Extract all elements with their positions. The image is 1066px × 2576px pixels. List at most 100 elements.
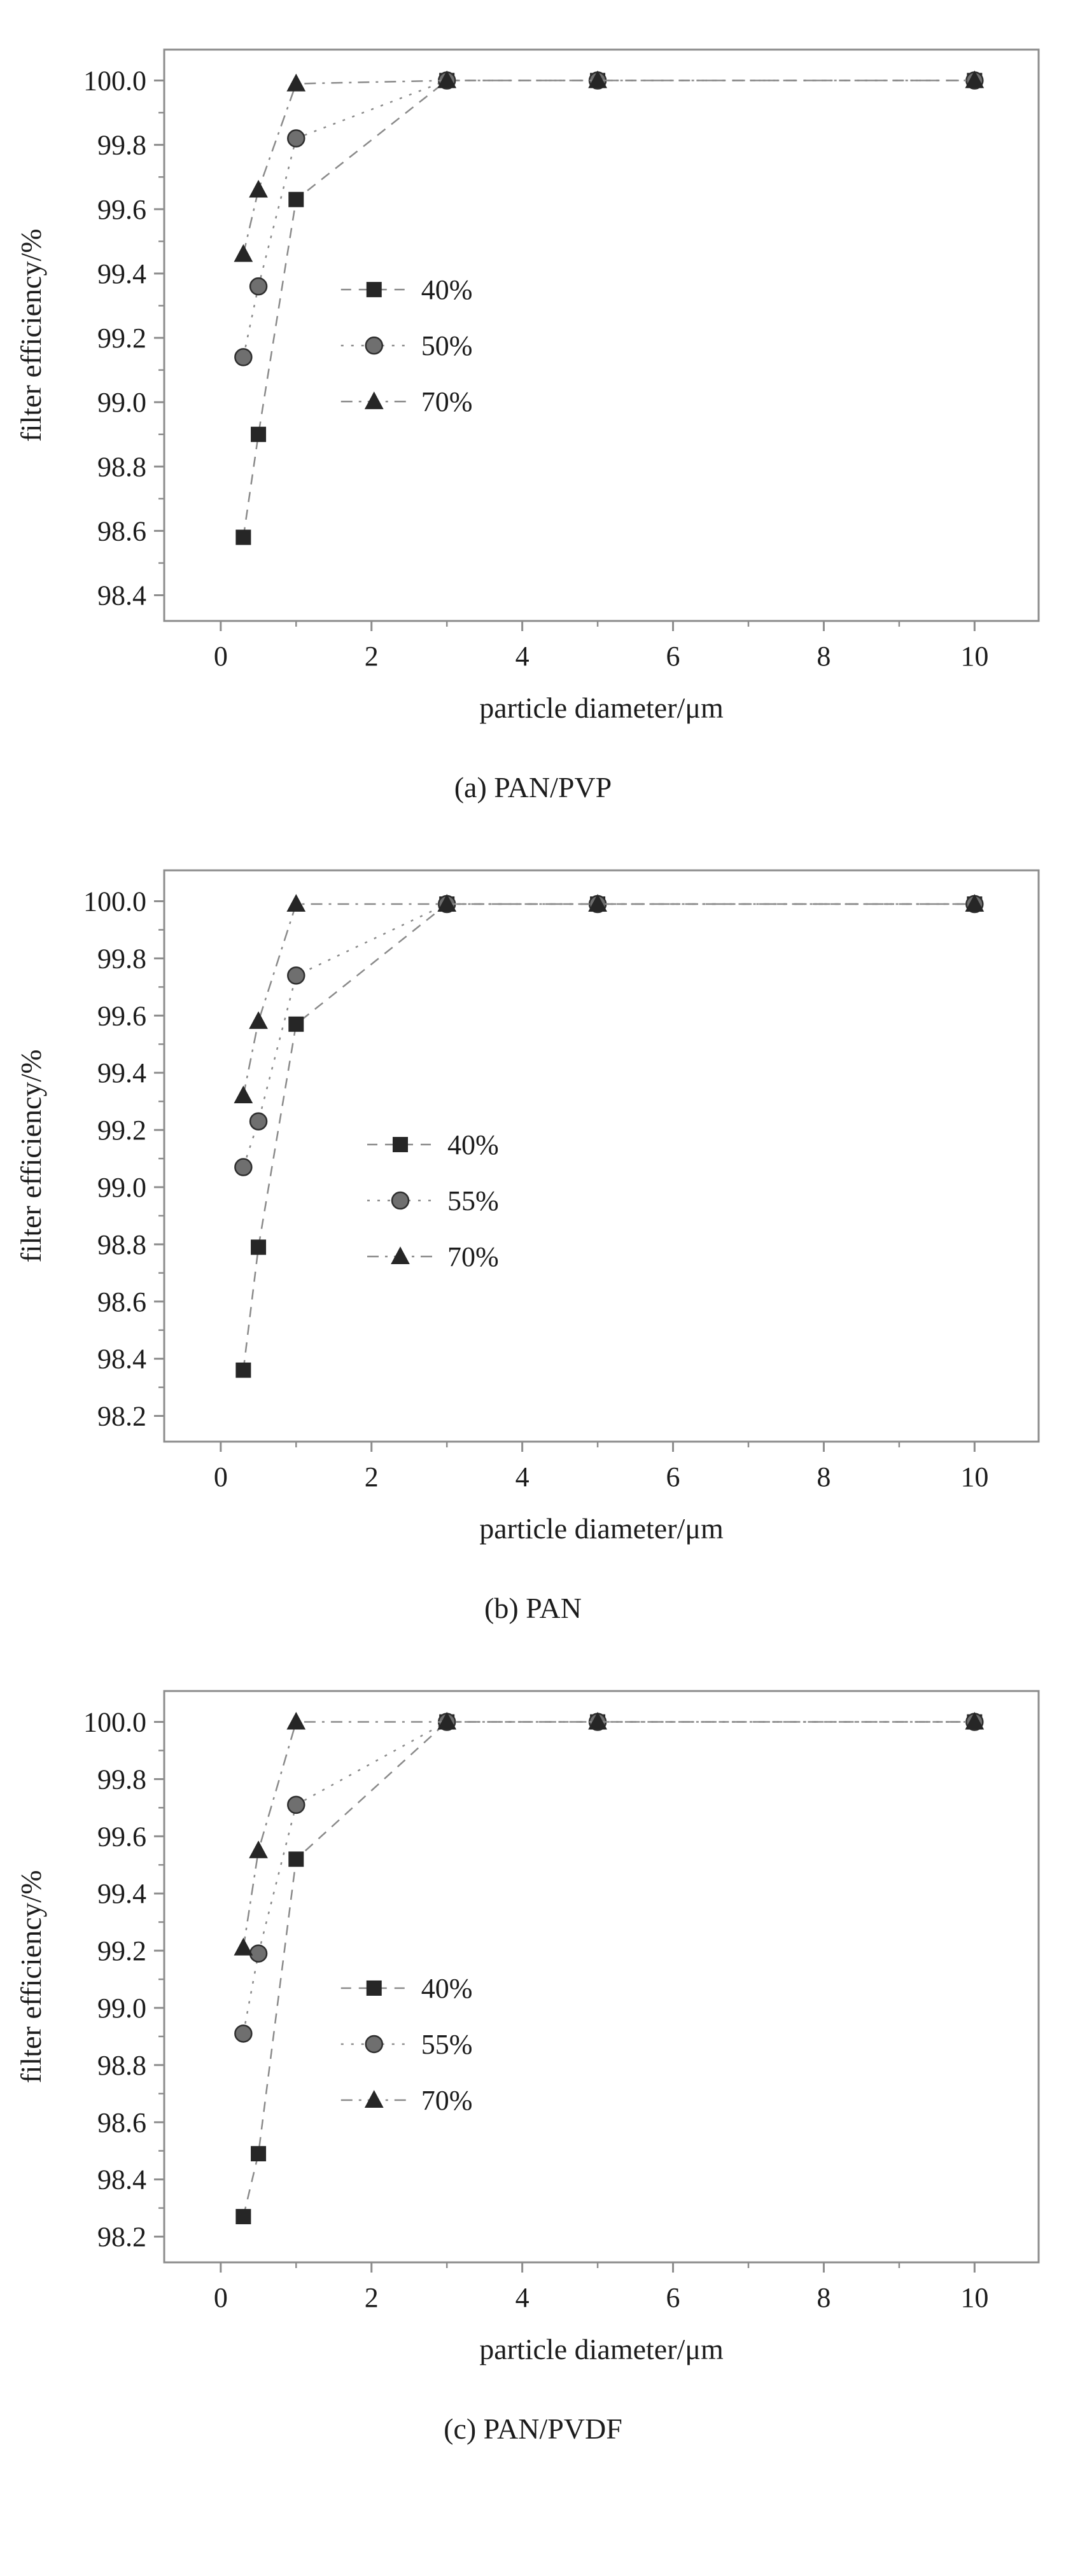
circle-marker [234,1158,253,1176]
y-tick-label: 98.4 [97,580,146,611]
y-tick-label: 98.2 [97,2222,146,2253]
x-tick-label: 8 [817,641,831,672]
x-tick-label: 4 [515,2282,529,2313]
legend-square-marker [366,1980,382,1996]
x-tick-label: 6 [666,641,680,672]
y-tick-label: 99.8 [97,130,146,161]
triangle-marker [286,1711,306,1730]
y-tick-label: 99.6 [97,1821,146,1852]
circle-marker [234,2024,253,2043]
series-line-70% [242,903,975,1096]
x-tick-label: 4 [515,641,529,672]
series-line-55% [242,903,975,1167]
triangle-marker [234,244,253,262]
series-line-55% [242,1721,975,2034]
x-tick-label: 2 [365,1461,379,1493]
plot-frame [163,1690,1040,2264]
x-axis-label: particle diameter/μm [479,1512,724,1545]
circle-marker [287,129,305,148]
chart-b-pan: 98.2 98.4 98.6 98.8 99.0 99.2 99.4 99.6 99.8 100.… [15,869,1040,1545]
legend-label: 70% [421,386,473,417]
circle-marker [249,1944,268,1963]
y-tick-label: 99.6 [97,194,146,225]
legend-square-marker [366,282,382,298]
triangle-marker [234,1937,253,1956]
y-tick-label: 99.2 [97,1935,146,1967]
circle-marker [249,277,268,296]
legend-label: 40% [421,1973,473,2004]
square-marker [288,1016,304,1032]
y-tick-label: 99.4 [97,1878,146,1909]
circle-marker [287,966,305,985]
triangle-marker [249,179,268,198]
legend-triangle-marker [364,2090,384,2108]
legend-label: 40% [421,274,473,305]
y-tick-label: 99.4 [97,258,146,289]
y-tick-label: 98.8 [97,2050,146,2081]
x-tick-label: 4 [515,1461,529,1493]
circle-marker [249,1112,268,1131]
x-axis-label: particle diameter/μm [479,2333,724,2365]
square-marker [288,191,304,207]
y-tick-label: 99.2 [97,1115,146,1146]
series-line-40% [242,903,975,1370]
square-marker [251,1239,267,1255]
triangle-marker [588,894,607,912]
legend-label: 55% [421,2029,473,2060]
caption-c: (c) PAN/PVDF [444,2412,622,2445]
panel-b: 98.2 98.4 98.6 98.8 99.0 99.2 99.4 99.6 99.8 100.… [0,837,1066,1625]
x-tick-label: 2 [365,641,379,672]
circle-marker [234,348,253,366]
caption-a: (a) PAN/PVP [454,771,612,804]
panel-c: 98.2 98.4 98.6 98.8 99.0 99.2 99.4 99.6 99.8 100.… [0,1658,1066,2446]
plot-frame [163,48,1040,622]
triangle-marker [965,894,985,912]
legend-square-marker [392,1137,408,1153]
circle-marker [287,1795,305,1814]
triangle-marker [286,894,306,912]
legend-circle-marker [391,1191,410,1210]
series-line-70% [242,1721,975,1948]
y-axis-label: filter efficiency/% [15,1049,47,1262]
x-tick-label: 6 [666,2282,680,2313]
y-tick-label: 99.0 [97,387,146,418]
square-marker [235,529,251,545]
caption-b: (b) PAN [484,1592,582,1624]
square-marker [235,2209,251,2225]
chart-c-pan-pvdf: 98.2 98.4 98.6 98.8 99.0 99.2 99.4 99.6 99.8 100.… [15,1690,1040,2365]
series-line-40% [242,80,975,538]
square-marker [288,1851,304,1867]
y-tick-label: 99.0 [97,1993,146,2024]
x-tick-label: 10 [960,1461,988,1493]
triangle-marker [965,70,985,88]
x-tick-label: 10 [960,641,988,672]
triangle-marker [588,70,607,88]
panel-a: 98.4 98.6 98.8 99.0 99.2 99.4 99.6 99.8 100.0 0 2 4… [0,17,1066,804]
legend-label: 40% [447,1129,499,1160]
y-tick-label: 98.6 [97,1286,146,1318]
y-tick-label: 98.2 [97,1401,146,1432]
series-line-70% [242,80,975,254]
legend-label: 70% [421,2085,473,2116]
square-marker [251,2146,267,2162]
legend-triangle-marker [364,391,384,410]
y-tick-label: 100.0 [83,886,146,917]
y-tick-label: 99.8 [97,943,146,974]
triangle-marker [249,1840,268,1858]
legend-circle-marker [365,2035,384,2054]
legend-label: 70% [447,1241,499,1272]
x-tick-label: 10 [960,2282,988,2313]
legend-triangle-marker [391,1246,410,1265]
y-tick-label: 99.4 [97,1057,146,1089]
triangle-marker [437,1711,457,1730]
x-tick-label: 8 [817,1461,831,1493]
y-tick-label: 98.4 [97,2164,146,2196]
plot-frame [163,869,1040,1443]
y-tick-label: 98.8 [97,1229,146,1260]
y-axis-label: filter efficiency/% [15,228,47,442]
triangle-marker [437,894,457,912]
triangle-marker [437,70,457,88]
x-tick-label: 0 [214,641,228,672]
y-tick-label: 98.6 [97,2107,146,2138]
square-marker [251,426,267,442]
